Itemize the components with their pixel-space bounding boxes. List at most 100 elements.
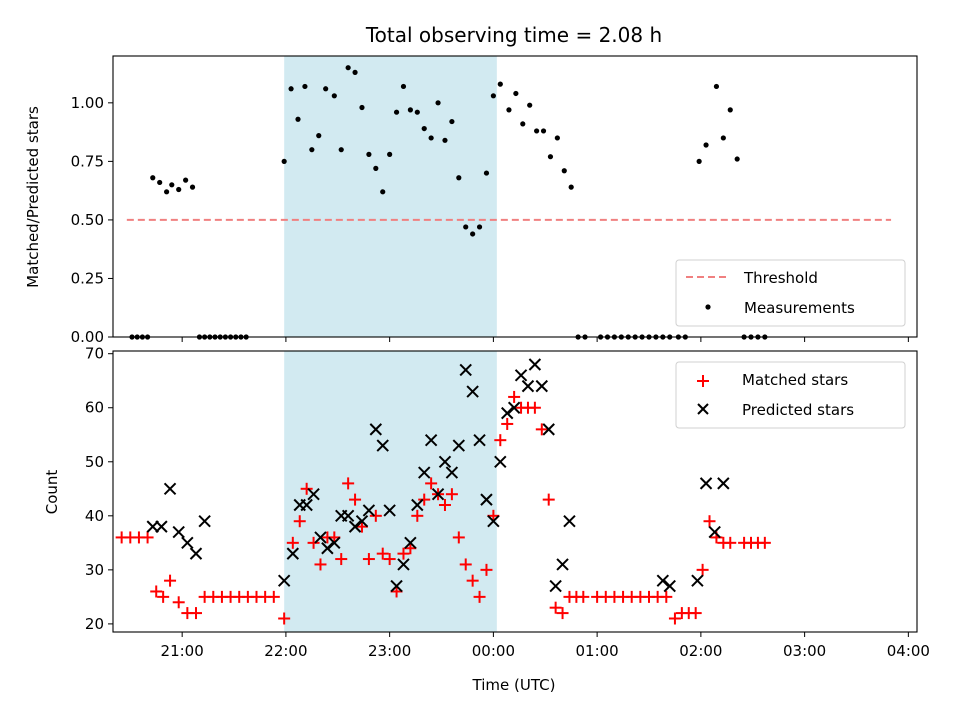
measurement-points: [129, 65, 768, 340]
matched-star-marker: [141, 531, 154, 544]
predicted-star-marker: [424, 433, 438, 447]
measurement-point: [463, 224, 469, 230]
predicted-star-marker: [348, 520, 362, 533]
predicted-star-marker: [717, 477, 730, 490]
predicted-star-marker: [376, 439, 389, 452]
measurement-point: [534, 128, 540, 134]
y-tick-label: 0.00: [71, 328, 104, 346]
measurement-point: [421, 125, 427, 132]
matched-star-marker: [724, 536, 737, 549]
matched-star-marker: [473, 590, 486, 603]
measurement-point: [169, 182, 175, 188]
matched-star-marker: [383, 553, 396, 566]
measurement-point: [157, 179, 163, 186]
matched-star-marker: [696, 563, 709, 576]
matched-star-marker: [418, 493, 431, 506]
top-plot-frame: [112, 55, 918, 338]
bottom-legend: Matched stars Predicted stars: [675, 361, 906, 429]
matched-star-marker: [411, 509, 424, 522]
matched-star-marker: [445, 488, 458, 501]
chart-title: Total observing time = 2.08 h: [365, 23, 662, 47]
predicted-star-marker: [535, 379, 549, 393]
predicted-star-marker: [452, 439, 466, 452]
x-tick-label: 03:00: [783, 642, 826, 660]
legend-matched-swatch: [697, 375, 709, 387]
measurement-point: [309, 147, 315, 153]
measurement-point: [359, 104, 365, 111]
legend-predicted-label: Predicted stars: [742, 401, 854, 419]
measurement-point: [400, 83, 407, 90]
predicted-star-marker: [355, 515, 369, 528]
predicted-star-marker: [362, 504, 376, 517]
matched-star-marker: [376, 547, 389, 560]
measurement-point: [295, 116, 301, 122]
measurement-point: [442, 137, 448, 143]
predicted-star-marker: [286, 547, 300, 560]
matched-star-marker: [689, 607, 702, 620]
y-tick-label: 60: [85, 399, 104, 417]
y-tick-label: 0.75: [71, 152, 104, 170]
matched-star-marker: [668, 612, 681, 625]
measurement-point: [561, 168, 567, 174]
y-tick-label: 0.50: [71, 211, 104, 229]
predicted-star-marker: [521, 379, 535, 393]
matched-star-marker: [286, 536, 299, 549]
predicted-star-marker: [397, 558, 410, 571]
predicted-star-marker: [418, 466, 431, 479]
y-tick-label: 40: [85, 507, 104, 525]
measurement-point: [352, 69, 358, 75]
measurement-point: [497, 81, 503, 87]
measurement-point: [568, 184, 574, 190]
predicted-star-marker: [542, 423, 555, 436]
predicted-star-marker: [438, 455, 452, 468]
measurement-point: [449, 118, 455, 125]
bottom-y-axis-label: Count: [43, 470, 61, 515]
predicted-star-marker: [466, 385, 479, 398]
measurement-point: [288, 86, 294, 92]
predicted-star-marker: [445, 466, 459, 479]
predicted-star-marker: [431, 487, 445, 501]
measurement-point: [323, 86, 329, 92]
observing-window-shade: [284, 56, 497, 337]
measurement-point: [703, 142, 709, 148]
measurement-point: [150, 175, 156, 181]
predicted-star-marker: [390, 579, 403, 593]
matched-star-marker: [459, 558, 472, 571]
matched-star-marker: [535, 423, 548, 436]
matched-star-marker: [362, 553, 375, 566]
matched-star-marker: [577, 590, 590, 603]
x-tick-label: 00:00: [472, 642, 515, 660]
predicted-star-marker: [411, 498, 424, 512]
predicted-star-marker: [459, 363, 472, 377]
top-legend-box: [675, 259, 906, 327]
predicted-star-marker: [563, 515, 576, 528]
matched-star-marker: [314, 558, 327, 571]
predicted-star-marker: [480, 493, 493, 506]
measurement-point: [176, 186, 182, 193]
matched-star-marker: [452, 531, 465, 544]
top-panel: 0.00 0.25 0.50 0.75 1.00 Matched/Predicted s…: [24, 55, 918, 346]
predicted-star-marker: [155, 520, 168, 533]
measurement-point: [456, 175, 462, 181]
matched-star-marker: [758, 536, 771, 549]
matched-star-marker: [342, 477, 355, 490]
matched-star-marker: [480, 563, 493, 576]
count-points: [115, 358, 771, 625]
measurement-point: [281, 158, 287, 164]
measurement-point: [490, 93, 496, 99]
matched-star-marker: [494, 434, 507, 447]
measurement-point: [393, 109, 400, 115]
observing-window-shade: [284, 351, 497, 632]
x-tick-label: 23:00: [368, 642, 411, 660]
measurement-point: [387, 151, 393, 157]
matched-star-marker: [542, 493, 555, 506]
predicted-star-marker: [473, 433, 486, 447]
measurement-point: [189, 184, 196, 190]
y-tick-label: 20: [85, 615, 104, 633]
predicted-star-marker: [556, 558, 569, 571]
predicted-star-marker: [383, 504, 396, 517]
matched-star-marker: [293, 515, 306, 528]
measurement-point: [720, 135, 726, 141]
matched-star-marker: [466, 574, 479, 587]
measurement-point: [520, 121, 526, 127]
